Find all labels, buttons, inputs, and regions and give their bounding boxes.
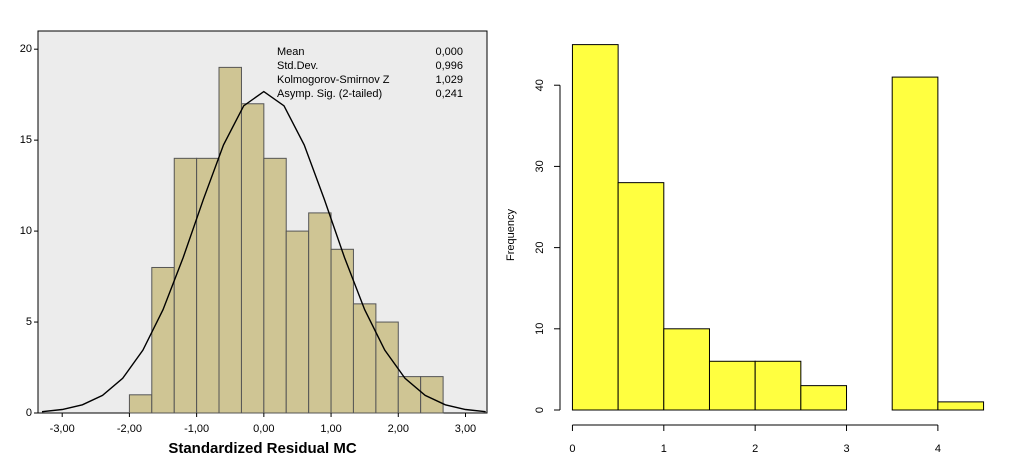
stat-label: Kolmogorov-Smirnov Z (277, 74, 390, 86)
x-tick-label: 1 (661, 443, 667, 455)
bar (754, 360, 802, 411)
x-tick-label: 0,00 (253, 423, 274, 435)
bar (708, 360, 756, 411)
y-tick-label: 10 (534, 323, 546, 335)
stat-label: Asymp. Sig. (2-tailed) (277, 88, 382, 100)
y-tick-label: 10 (20, 225, 32, 237)
x-tick-label: 3,00 (455, 423, 476, 435)
x-tick-label: -2,00 (117, 423, 142, 435)
bar (571, 44, 619, 411)
bar (240, 103, 265, 414)
x-tick-label: 4 (935, 443, 941, 455)
x-tick-label: 3 (843, 443, 849, 455)
bar (420, 376, 444, 414)
stat-value: 0,241 (435, 88, 463, 100)
bar (173, 157, 198, 414)
bar (285, 230, 310, 414)
bar (937, 401, 985, 411)
y-tick-label: 5 (26, 316, 32, 328)
y-tick-label: 20 (534, 241, 546, 253)
bar (128, 394, 153, 414)
x-tick-label: 2 (752, 443, 758, 455)
y-axis-label: Frequency (505, 209, 517, 261)
y-tick-label: 40 (534, 79, 546, 91)
normal-curve (41, 90, 486, 413)
bar (263, 157, 287, 414)
y-tick-label: 0 (26, 407, 32, 419)
stat-value: 0,996 (435, 60, 463, 72)
bar (891, 76, 939, 411)
x-tick-label: -1,00 (184, 423, 209, 435)
bar (308, 212, 332, 414)
stat-label: Std.Dev. (277, 60, 318, 72)
x-tick-label: 2,00 (388, 423, 409, 435)
x-tick-label: 0 (569, 443, 575, 455)
y-tick-label: 15 (20, 134, 32, 146)
y-tick-label: 30 (534, 160, 546, 172)
y-tick-label: 0 (534, 407, 546, 413)
stat-label: Mean (277, 46, 305, 58)
y-tick-label: 20 (20, 43, 32, 55)
x-axis-label: Standardized Residual MC (168, 440, 357, 457)
bar (375, 321, 399, 414)
bar (663, 328, 710, 411)
stat-value: 0,000 (435, 46, 463, 58)
x-tick-label: -3,00 (50, 423, 75, 435)
bar (800, 385, 848, 411)
x-tick-label: 1,00 (320, 423, 341, 435)
stat-value: 1,029 (435, 74, 463, 86)
bar (352, 303, 377, 414)
bar (196, 157, 220, 414)
bar (218, 66, 242, 414)
bar (617, 182, 665, 411)
